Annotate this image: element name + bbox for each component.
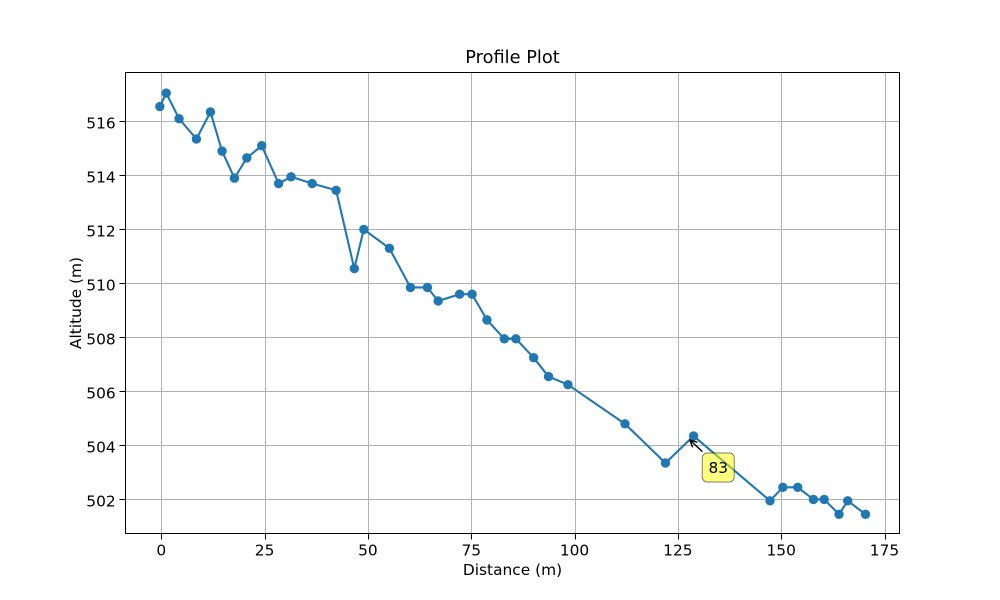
data-point-marker <box>331 185 341 195</box>
y-tick-label: 502 <box>86 493 115 511</box>
y-tick-label: 504 <box>86 439 115 457</box>
data-point-marker <box>511 334 521 344</box>
annotation-arrow <box>689 439 703 452</box>
y-tick-label: 506 <box>86 385 115 403</box>
x-axis-label: Distance (m) <box>462 561 563 579</box>
y-tick-label: 508 <box>86 331 115 349</box>
data-point-marker <box>499 334 509 344</box>
chart-title: Profile Plot <box>465 47 560 68</box>
data-point-marker <box>217 146 227 156</box>
data-point-marker <box>161 88 171 98</box>
x-tick-label: 175 <box>870 542 899 560</box>
data-point-marker <box>808 494 819 505</box>
data-point-marker <box>620 419 630 429</box>
data-point-marker <box>405 282 416 293</box>
y-axis-label: Altitude (m) <box>67 256 85 350</box>
data-point-marker <box>793 482 803 492</box>
x-tick-label: 125 <box>663 542 692 560</box>
data-point-marker <box>860 509 871 519</box>
data-point-marker <box>563 379 573 390</box>
y-tick-label: 512 <box>86 223 115 241</box>
data-point-marker <box>384 243 395 254</box>
data-point-marker <box>205 107 216 117</box>
data-point-marker <box>155 101 165 112</box>
data-point-marker <box>454 289 465 299</box>
data-point-marker <box>778 482 788 492</box>
data-point-marker <box>257 141 267 151</box>
axes-spines <box>125 72 900 534</box>
data-point-marker <box>543 371 554 382</box>
data-point-marker <box>242 153 252 163</box>
data-point-marker <box>229 173 240 183</box>
x-tick-label: 0 <box>156 542 166 560</box>
data-point-marker <box>528 352 539 363</box>
x-tick-label: 75 <box>461 542 481 560</box>
data-point-marker <box>191 134 202 144</box>
data-point-marker <box>433 296 443 306</box>
data-point-marker <box>359 224 369 235</box>
data-point-marker <box>482 315 492 325</box>
y-tick-label: 510 <box>86 277 115 295</box>
data-point-marker <box>765 496 775 506</box>
data-point-marker <box>467 289 477 299</box>
y-tick-label: 514 <box>86 169 115 187</box>
x-tick-label: 150 <box>766 542 795 560</box>
data-point-marker <box>688 431 699 441</box>
annotation-box <box>701 452 735 483</box>
data-point-marker <box>174 114 184 124</box>
data-point-marker <box>349 263 359 274</box>
x-tick-label: 100 <box>560 542 589 560</box>
data-point-marker <box>307 178 317 189</box>
y-tick-label: 516 <box>86 115 115 133</box>
data-point-marker <box>660 458 671 468</box>
data-point-marker <box>422 282 433 293</box>
x-tick-label: 50 <box>358 542 378 560</box>
data-point-marker <box>286 172 296 182</box>
data-point-marker <box>819 494 829 505</box>
data-point-marker <box>834 509 844 519</box>
annotation-label: 83 <box>708 459 728 477</box>
data-point-marker <box>273 178 284 189</box>
data-point-marker <box>843 496 853 506</box>
x-tick-label: 25 <box>255 542 275 560</box>
